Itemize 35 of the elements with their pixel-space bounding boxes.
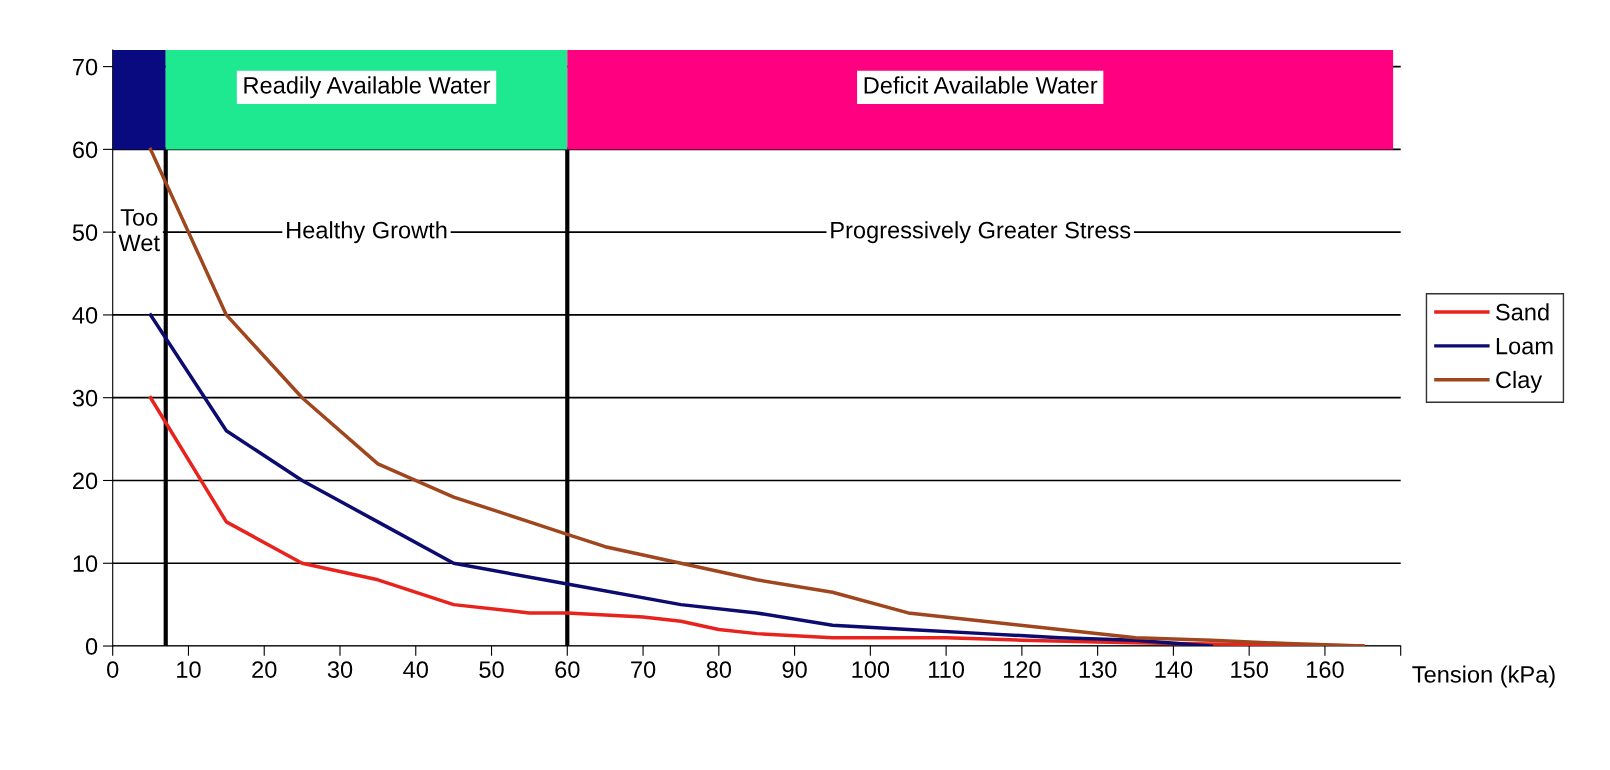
band-label: Readily Available Water — [244, 76, 491, 99]
x-tick-label: 60 — [555, 661, 580, 678]
x-tick-label: 20 — [252, 661, 277, 678]
x-tick-label: 80 — [706, 661, 732, 678]
x-tick-label: 10 — [177, 661, 201, 678]
x-axis-title: Tension (kPa) — [1412, 665, 1555, 688]
legend-label: Loam — [1496, 337, 1553, 355]
annotation: Progressively Greater Stress — [831, 221, 1131, 244]
x-tick-label: 110 — [929, 661, 965, 678]
y-tick-label: 60 — [73, 141, 98, 159]
line-series — [148, 313, 1214, 647]
y-tick-label: 50 — [72, 224, 98, 241]
x-tick-label: 160 — [1307, 661, 1344, 678]
legend-label: Clay — [1496, 370, 1543, 393]
y-tick-label: 40 — [72, 307, 98, 324]
y-tick-label: 10 — [73, 555, 98, 573]
y-tick-label: 20 — [73, 472, 98, 490]
x-tick-label: 70 — [631, 661, 656, 678]
x-tick-label: 30 — [327, 661, 353, 678]
legend-label: Sand — [1496, 303, 1549, 321]
x-tick-label: 140 — [1155, 661, 1193, 678]
x-tick-label: 100 — [852, 661, 890, 678]
y-tick-label: 30 — [72, 389, 98, 407]
x-tick-label: 0 — [107, 661, 119, 678]
x-tick-label: 130 — [1079, 661, 1117, 678]
x-tick-label: 120 — [1003, 661, 1041, 678]
y-tick-label: 0 — [85, 638, 98, 655]
x-tick-label: 40 — [403, 661, 428, 678]
annotation: Too Wet — [118, 209, 160, 252]
x-tick-label: 50 — [479, 661, 504, 678]
y-tick-label: 70 — [73, 58, 98, 76]
x-tick-label: 90 — [782, 661, 807, 678]
x-tick-label: 150 — [1231, 661, 1268, 678]
annotation: Healthy Growth — [287, 221, 447, 244]
band-label: Deficit Available Water — [864, 76, 1098, 94]
